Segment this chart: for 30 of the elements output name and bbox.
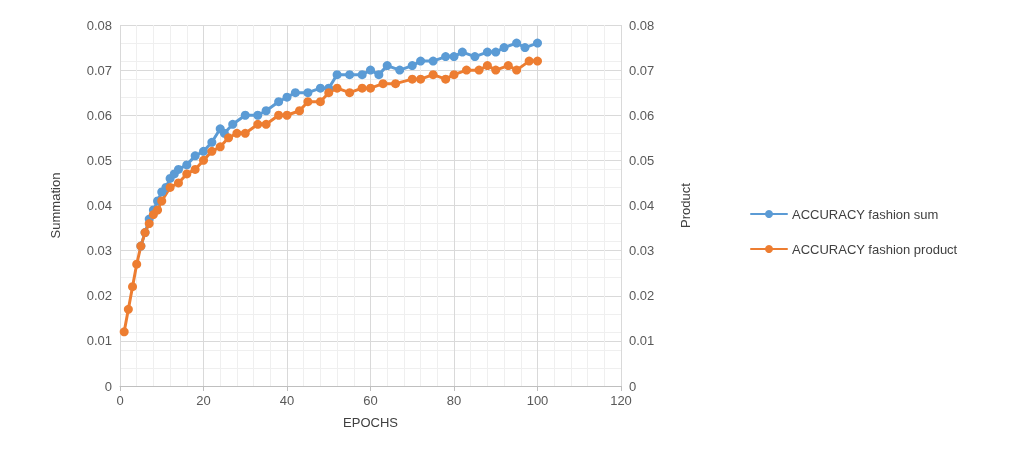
y-tick-label: 0.07 xyxy=(86,62,112,78)
y-tick-label: 0.08 xyxy=(86,17,112,33)
legend-label: ACCURACY fashion sum xyxy=(792,206,939,222)
y2-tick-label: 0.01 xyxy=(629,333,655,349)
y2-axis-title: Product xyxy=(678,182,693,228)
y2-tick-label: 0.08 xyxy=(629,17,655,33)
y-tick-label: 0.06 xyxy=(86,107,112,123)
y-axis-title: Summation xyxy=(48,172,63,239)
y2-tick-label: 0.07 xyxy=(629,62,655,78)
x-tick-label: 60 xyxy=(363,393,378,408)
y2-tick-label: 0 xyxy=(629,378,637,394)
y2-tick-label: 0.04 xyxy=(629,198,655,213)
legend-label: ACCURACY fashion product xyxy=(792,241,958,257)
y-tick-label: 0.04 xyxy=(86,198,112,213)
y2-tick-label: 0.03 xyxy=(629,243,655,259)
y-tick-label: 0.03 xyxy=(86,243,112,259)
y2-tick-label: 0.02 xyxy=(629,288,655,304)
x-tick-label: 100 xyxy=(526,393,549,408)
y-tick-label: 0.05 xyxy=(86,152,112,168)
x-tick-label: 20 xyxy=(196,393,211,408)
y2-tick-label: 0.05 xyxy=(629,152,655,168)
x-tick-label: 80 xyxy=(446,393,462,408)
y2-tick-label: 0.06 xyxy=(629,107,655,123)
y-tick-label: 0.02 xyxy=(86,288,112,304)
x-tick-label: 120 xyxy=(610,393,632,408)
x-tick-label: 40 xyxy=(279,393,295,408)
y-tick-label: 0.01 xyxy=(86,333,112,349)
y-tick-label: 0 xyxy=(104,378,112,394)
x-axis-title: EPOCHS xyxy=(343,415,399,430)
x-tick-label: 0 xyxy=(116,393,124,408)
